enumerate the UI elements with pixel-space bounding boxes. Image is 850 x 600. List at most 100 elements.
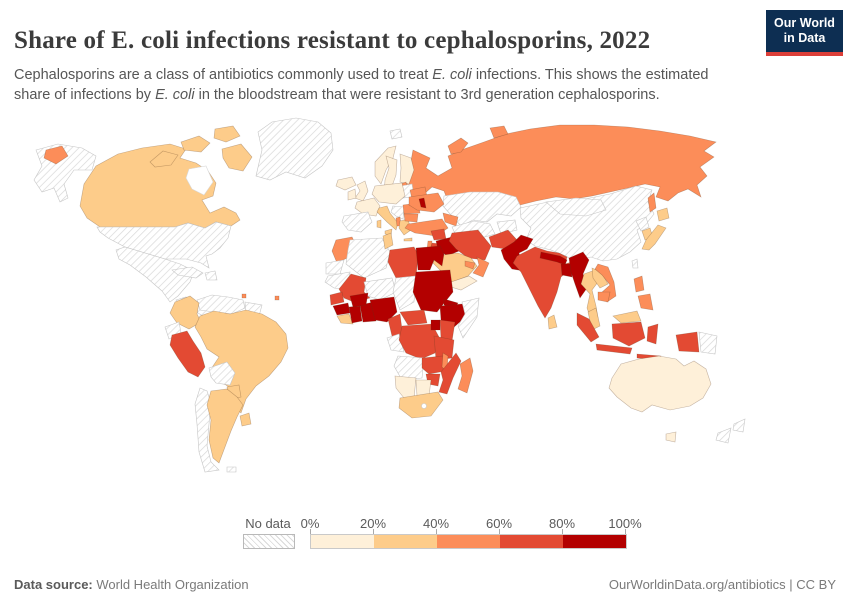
country-new-zealand-north[interactable]	[732, 418, 746, 433]
country-bolivia[interactable]	[208, 361, 236, 386]
country-caribbean-island[interactable]	[274, 295, 280, 301]
country-moldova[interactable]	[418, 197, 427, 209]
owid-logo[interactable]: Our World in Data	[766, 10, 843, 56]
country-senegal[interactable]	[329, 291, 345, 306]
owid-logo-line1: Our World	[774, 16, 835, 30]
license-link[interactable]: OurWorldinData.org/antibiotics | CC BY	[608, 577, 836, 592]
country-kazakhstan[interactable]	[442, 191, 522, 227]
country-mexico[interactable]	[115, 246, 195, 303]
country-libya[interactable]	[387, 246, 419, 279]
country-finland[interactable]	[399, 153, 415, 185]
country-severnaya-zemlya[interactable]	[489, 125, 509, 139]
country-guinea[interactable]	[332, 302, 351, 316]
legend-tick-80: 80%	[548, 516, 576, 531]
country-malaysia-borneo[interactable]	[612, 310, 642, 324]
country-canada-baffin[interactable]	[221, 143, 253, 172]
country-central-europe[interactable]	[371, 182, 406, 205]
country-south-africa[interactable]	[398, 391, 444, 419]
country-uae-qatar[interactable]	[464, 260, 476, 270]
country-tunisia[interactable]	[382, 232, 394, 250]
country-philippines-mindanao[interactable]	[637, 293, 654, 311]
country-spain-portugal[interactable]	[341, 211, 373, 233]
country-central-african-republic[interactable]	[399, 309, 428, 326]
chart-footer: Data source: World Health Organization O…	[0, 577, 850, 592]
country-egypt[interactable]	[415, 245, 445, 271]
country-italy-sardinia[interactable]	[376, 219, 382, 229]
legend-swatch-40-60[interactable]	[437, 535, 500, 548]
country-burkina-faso[interactable]	[349, 292, 369, 308]
country-oman[interactable]	[472, 256, 490, 278]
country-svalbard[interactable]	[389, 128, 403, 140]
country-venezuela[interactable]	[196, 294, 246, 315]
subtitle-italic-ecoli-2: E. coli	[155, 87, 195, 104]
country-argentina[interactable]	[206, 388, 244, 464]
country-somalia[interactable]	[457, 297, 480, 339]
country-brazil[interactable]	[194, 309, 289, 414]
country-greece-crete[interactable]	[403, 237, 413, 242]
country-japan-hokkaido[interactable]	[656, 207, 670, 222]
country-italy[interactable]	[376, 205, 399, 231]
legend-swatch-80-100[interactable]	[563, 535, 626, 548]
country-caribbean-island[interactable]	[241, 293, 247, 299]
country-indonesia-kalimantan[interactable]	[611, 321, 646, 347]
country-ireland[interactable]	[347, 188, 357, 201]
country-syria[interactable]	[430, 228, 447, 241]
country-canada-arctic-island[interactable]	[180, 135, 211, 153]
country-indonesia-java[interactable]	[595, 343, 633, 355]
country-nigeria[interactable]	[369, 296, 398, 323]
country-kyrgyzstan-tajikistan[interactable]	[496, 219, 518, 235]
country-australia-tasmania[interactable]	[665, 431, 677, 443]
country-uganda[interactable]	[430, 319, 441, 331]
country-canada-arctic-island[interactable]	[213, 125, 241, 143]
country-cuba[interactable]	[171, 266, 204, 279]
owid-logo-line2: in Data	[783, 31, 826, 45]
country-australia[interactable]	[608, 355, 712, 413]
country-sakhalin[interactable]	[647, 192, 657, 213]
page-title: Share of E. coli infections resistant to…	[14, 26, 651, 54]
world-choropleth-map	[33, 117, 746, 473]
country-saudi-arabia[interactable]	[432, 252, 478, 283]
country-greenland[interactable]	[255, 117, 334, 181]
country-united-kingdom[interactable]	[354, 180, 369, 202]
country-bangladesh[interactable]	[560, 263, 573, 278]
country-sierra-leone-liberia[interactable]	[336, 313, 354, 325]
country-ukraine[interactable]	[408, 192, 445, 213]
country-sri-lanka[interactable]	[547, 314, 558, 330]
country-uruguay[interactable]	[239, 412, 252, 427]
country-tanzania[interactable]	[433, 335, 455, 361]
legend-no-data-swatch[interactable]	[243, 534, 295, 549]
country-france[interactable]	[354, 197, 381, 217]
country-hispaniola[interactable]	[204, 270, 218, 281]
country-western-sahara[interactable]	[325, 259, 345, 275]
country-bulgaria[interactable]	[403, 213, 419, 223]
legend-swatch-20-40[interactable]	[374, 535, 437, 548]
country-novaya-zemlya[interactable]	[447, 137, 469, 155]
country-japan-honshu[interactable]	[641, 224, 667, 251]
country-chad[interactable]	[392, 275, 417, 311]
country-philippines-luzon[interactable]	[633, 275, 645, 293]
country-iran[interactable]	[448, 229, 492, 261]
country-algeria[interactable]	[345, 237, 391, 279]
country-indonesia-sumatra[interactable]	[576, 312, 600, 343]
country-indonesia-sulawesi[interactable]	[646, 323, 659, 345]
country-russia-chukotka[interactable]	[43, 145, 69, 165]
legend-swatch-0-20[interactable]	[311, 535, 374, 548]
data-source: Data source: World Health Organization	[14, 577, 249, 592]
legend-swatch-60-80[interactable]	[500, 535, 563, 548]
country-north-korea[interactable]	[635, 216, 650, 232]
country-zambia[interactable]	[421, 355, 446, 375]
country-namibia[interactable]	[394, 375, 417, 399]
country-madagascar[interactable]	[457, 357, 474, 394]
country-new-zealand-south[interactable]	[715, 427, 732, 444]
country-canada-arctic-island[interactable]	[149, 150, 179, 168]
country-mongolia[interactable]	[545, 197, 607, 217]
country-iceland[interactable]	[335, 176, 357, 191]
country-pakistan[interactable]	[500, 234, 534, 272]
country-papua-new-guinea[interactable]	[698, 331, 718, 355]
country-taiwan[interactable]	[631, 258, 639, 269]
country-falkland-islands[interactable]	[226, 466, 237, 473]
country-cambodia[interactable]	[597, 291, 611, 303]
country-mozambique[interactable]	[438, 352, 462, 395]
country-peru[interactable]	[169, 330, 206, 378]
country-indonesia-papua[interactable]	[675, 331, 700, 353]
